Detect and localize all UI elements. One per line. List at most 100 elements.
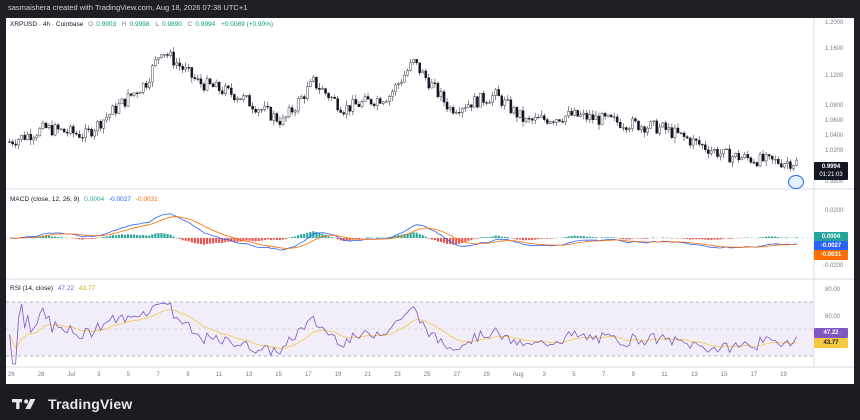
macd-hist-bar xyxy=(81,238,84,240)
candle-body xyxy=(691,138,695,146)
candle-body xyxy=(634,118,637,122)
candle-body xyxy=(208,78,212,85)
candle-body xyxy=(163,54,166,56)
macd-title: MACD (close, 12, 26, 9) xyxy=(10,196,80,203)
candle-body xyxy=(391,91,394,97)
candle-body xyxy=(278,121,282,125)
tradingview-brand[interactable]: TradingView xyxy=(12,394,132,414)
candle-body xyxy=(518,110,522,118)
macd-hist-bar xyxy=(236,238,239,242)
candle-body xyxy=(284,116,288,119)
candle-body xyxy=(521,110,525,122)
macd-hist-bar xyxy=(93,238,96,239)
candle-body xyxy=(8,141,11,143)
rsi-tick: 80.00 xyxy=(825,287,841,293)
time-axis-label: 17 xyxy=(750,372,757,378)
time-axis-label: 19 xyxy=(335,372,342,378)
candle-body xyxy=(20,134,23,140)
candle-body xyxy=(409,62,412,71)
candle-body xyxy=(479,93,482,108)
macd-hist-bar xyxy=(154,233,157,238)
candle-body xyxy=(710,150,713,154)
macd-hist-bar xyxy=(579,236,582,238)
macd-hist-bar xyxy=(321,233,324,238)
macd-hist-bar xyxy=(518,238,522,240)
candle-body xyxy=(646,127,649,133)
macd-hist-bar xyxy=(455,238,458,245)
time-axis-label: 26 xyxy=(8,372,15,378)
candle-body xyxy=(84,128,87,138)
macd-hist-bar xyxy=(497,235,500,238)
candle-body xyxy=(628,128,631,130)
macd-hist-bar xyxy=(260,238,263,241)
macd-hist-bar xyxy=(491,236,494,238)
candle-body xyxy=(129,93,133,96)
close-value: 0.9994 xyxy=(195,21,216,28)
candle-body xyxy=(786,161,789,165)
last-price-tag: 0.9994 01:21:03 xyxy=(814,162,848,180)
candle-body xyxy=(697,140,701,145)
time-axis-label: 29 xyxy=(483,372,490,378)
candle-body xyxy=(722,148,725,155)
macd-hist-bar xyxy=(406,233,409,238)
macd-axis: 0.0200 -0.0200 xyxy=(823,208,844,269)
candle-body xyxy=(482,93,485,103)
candle-body xyxy=(336,98,339,111)
candle-body xyxy=(527,118,531,120)
candle-body xyxy=(239,98,242,100)
candle-body xyxy=(740,157,744,161)
rsi-value: 47.22 xyxy=(57,285,75,292)
candle-body xyxy=(445,101,449,110)
macd-hist-bar xyxy=(585,236,588,238)
macd-hist-bar xyxy=(576,235,579,238)
rsi-tag: 47.22 xyxy=(814,328,848,338)
price-tick: 0.9800 xyxy=(825,179,844,185)
candle-body xyxy=(290,107,294,113)
candle-body xyxy=(783,163,786,168)
low-label: L xyxy=(155,21,159,28)
candle-body xyxy=(418,62,421,74)
candle-body xyxy=(14,143,17,146)
macd-hist-bar xyxy=(528,238,531,241)
macd-hist-bar xyxy=(768,236,771,238)
macd-hist-bar xyxy=(169,234,172,238)
candle-body xyxy=(734,153,737,157)
macd-hist-bar xyxy=(224,238,227,243)
candle-body xyxy=(591,114,595,120)
chart-svg[interactable]: 1.2000 1.1600 1.1200 1.0800 1.0600 1.040… xyxy=(6,18,854,384)
time-axis-label: 23 xyxy=(394,372,401,378)
candle-body xyxy=(90,128,93,137)
candle-body xyxy=(549,121,552,124)
candle-body xyxy=(312,76,315,82)
candle-body xyxy=(412,59,415,63)
macd-hist-bar xyxy=(205,238,209,244)
candle-body xyxy=(622,127,625,129)
macd-hist-bar xyxy=(309,231,312,238)
macd-hist-bar xyxy=(312,231,315,238)
candle-body xyxy=(761,153,765,162)
candle-body xyxy=(227,85,230,89)
macd-hist-bar xyxy=(199,238,203,245)
candle-body xyxy=(755,162,759,167)
chart-area[interactable]: 1.2000 1.1600 1.1200 1.0800 1.0600 1.040… xyxy=(6,18,854,384)
macd-hist-bar xyxy=(218,238,221,243)
footer: TradingView xyxy=(0,386,860,420)
candle-body xyxy=(23,134,26,140)
candle-body xyxy=(406,70,409,76)
macd-hist-bar xyxy=(193,238,196,244)
candle-body xyxy=(567,110,570,117)
macd-hist-bar xyxy=(549,238,552,239)
candle-body xyxy=(50,125,54,136)
candle-body xyxy=(512,107,516,114)
macd-hist-bar xyxy=(111,235,114,238)
macd-hist-bar xyxy=(500,236,503,238)
candle-body xyxy=(573,110,576,116)
candle-body xyxy=(448,107,452,110)
candle-body xyxy=(400,81,403,84)
macd-hist-bar xyxy=(84,238,87,240)
candle-body xyxy=(439,91,443,97)
event-flag-icon[interactable] xyxy=(788,175,804,189)
macd-line-tag: -0.0027 xyxy=(814,241,848,251)
macd-hist-bar xyxy=(181,238,184,241)
candle-body xyxy=(394,84,397,92)
